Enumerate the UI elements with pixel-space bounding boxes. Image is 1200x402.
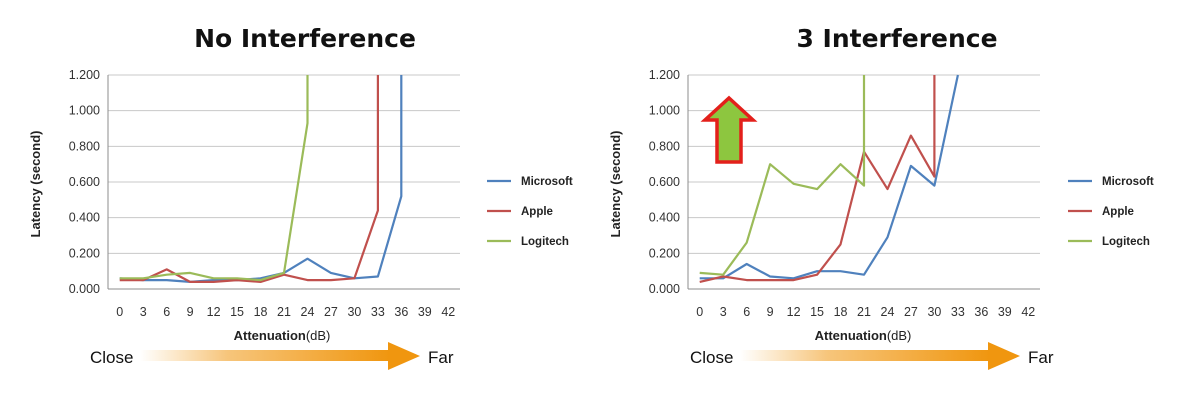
chart-title: 3 Interference <box>796 24 997 53</box>
x-tick-label: 33 <box>371 305 385 319</box>
legend-label: Apple <box>1102 206 1134 218</box>
x-tick-label: 18 <box>834 305 848 319</box>
x-tick-label: 3 <box>720 305 727 319</box>
x-tick-label: 6 <box>743 305 750 319</box>
y-tick-label: 1.000 <box>649 104 680 118</box>
x-axis-label-text: Attenuation <box>234 328 306 343</box>
x-axis-label: Attenuation(dB) <box>234 328 331 343</box>
x-tick-label: 15 <box>230 305 244 319</box>
x-tick-label: 12 <box>787 305 801 319</box>
legend-label: Apple <box>521 206 553 218</box>
y-tick-label: 0.200 <box>69 246 100 260</box>
x-tick-labels: 0 3 6 9 12 15 18 21 24 27 30 33 36 39 42 <box>116 305 455 319</box>
distance-arrow-shaft <box>740 350 990 361</box>
chart-no-interference: No Interference 0.000 0.200 0.400 0.600 0.80… <box>28 24 573 343</box>
far-label: Far <box>428 348 454 367</box>
x-tick-label: 9 <box>767 305 774 319</box>
y-tick-label: 0.200 <box>649 246 680 260</box>
x-tick-label: 15 <box>810 305 824 319</box>
series-line-logitech <box>699 75 866 276</box>
distance-arrow-shaft <box>140 350 390 361</box>
legend-label: Microsoft <box>1102 176 1154 188</box>
legend-label: Logitech <box>521 236 569 248</box>
x-axis-label-text: Attenuation <box>815 328 887 343</box>
far-label: Far <box>1028 348 1054 367</box>
legend-label: Microsoft <box>521 176 573 188</box>
chart-series <box>699 74 959 283</box>
series-line-apple <box>119 75 379 283</box>
x-tick-label: 3 <box>140 305 147 319</box>
distance-arrow-head <box>988 342 1020 370</box>
x-axis-label-unit: (dB) <box>306 328 331 343</box>
y-tick-label: 0.800 <box>69 139 100 153</box>
y-axis-label: Latency (second) <box>28 131 43 238</box>
x-tick-label: 33 <box>951 305 965 319</box>
x-tick-label: 24 <box>301 305 315 319</box>
y-tick-label: 0.000 <box>69 282 100 296</box>
y-tick-label: 0.600 <box>649 175 680 189</box>
x-tick-label: 30 <box>927 305 941 319</box>
x-tick-label: 6 <box>163 305 170 319</box>
y-tick-label: 1.200 <box>69 68 100 82</box>
chart-axes <box>107 75 460 290</box>
x-tick-label: 21 <box>277 305 291 319</box>
chart-axes <box>687 75 1040 290</box>
x-tick-label: 21 <box>857 305 871 319</box>
legend-label: Logitech <box>1102 236 1150 248</box>
y-tick-labels: 0.000 0.200 0.400 0.600 0.800 1.000 1.200 <box>69 68 100 296</box>
chart-title: No Interference <box>194 24 416 53</box>
x-tick-label: 39 <box>998 305 1012 319</box>
x-tick-label: 39 <box>418 305 432 319</box>
chart-series <box>119 75 403 283</box>
x-axis-label: Attenuation(dB) <box>815 328 912 343</box>
y-tick-label: 1.000 <box>69 104 100 118</box>
chart-3-interference: 3 Interference 0.000 0.200 0.400 0.600 0.800… <box>608 24 1154 343</box>
y-tick-label: 0.600 <box>69 175 100 189</box>
x-tick-label: 42 <box>441 305 455 319</box>
x-tick-label: 27 <box>904 305 918 319</box>
chart-legend: Microsoft Apple Logitech <box>487 176 573 248</box>
y-tick-labels: 0.000 0.200 0.400 0.600 0.800 1.000 1.200 <box>649 68 680 296</box>
series-line-apple <box>699 75 936 283</box>
y-tick-label: 0.000 <box>649 282 680 296</box>
series-line-microsoft <box>699 74 959 280</box>
close-label: Close <box>90 348 133 367</box>
series-line-microsoft <box>119 75 403 283</box>
chart-gridlines <box>108 74 460 254</box>
distance-indicator-right: Close Far <box>690 342 1054 370</box>
x-tick-label: 42 <box>1021 305 1035 319</box>
x-tick-label: 18 <box>254 305 268 319</box>
series-line-logitech <box>119 75 309 282</box>
x-tick-label: 27 <box>324 305 338 319</box>
distance-indicator-left: Close Far <box>90 342 454 370</box>
x-tick-label: 30 <box>347 305 361 319</box>
x-tick-label: 12 <box>207 305 221 319</box>
up-arrow-icon <box>700 95 758 164</box>
y-tick-label: 0.800 <box>649 139 680 153</box>
y-tick-label: 0.400 <box>69 211 100 225</box>
y-tick-label: 0.400 <box>649 211 680 225</box>
x-tick-label: 0 <box>696 305 703 319</box>
x-axis-label-unit: (dB) <box>887 328 912 343</box>
distance-arrow-head <box>388 342 420 370</box>
chart-legend: Microsoft Apple Logitech <box>1068 176 1154 248</box>
y-axis-label: Latency (second) <box>608 131 623 238</box>
x-tick-label: 36 <box>394 305 408 319</box>
x-tick-labels: 0 3 6 9 12 15 18 21 24 27 30 33 36 39 42 <box>696 305 1035 319</box>
x-tick-label: 24 <box>881 305 895 319</box>
x-tick-label: 9 <box>187 305 194 319</box>
x-tick-label: 0 <box>116 305 123 319</box>
y-tick-label: 1.200 <box>649 68 680 82</box>
close-label: Close <box>690 348 733 367</box>
x-tick-label: 36 <box>974 305 988 319</box>
